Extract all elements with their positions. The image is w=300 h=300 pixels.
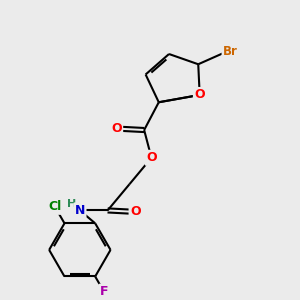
Text: Br: Br bbox=[223, 45, 238, 58]
Text: H: H bbox=[67, 199, 76, 209]
Text: F: F bbox=[100, 285, 108, 298]
Text: Cl: Cl bbox=[48, 200, 62, 213]
Text: O: O bbox=[130, 206, 141, 218]
Text: O: O bbox=[146, 151, 157, 164]
Text: O: O bbox=[194, 88, 205, 101]
Text: O: O bbox=[111, 122, 122, 135]
Text: N: N bbox=[75, 204, 85, 217]
